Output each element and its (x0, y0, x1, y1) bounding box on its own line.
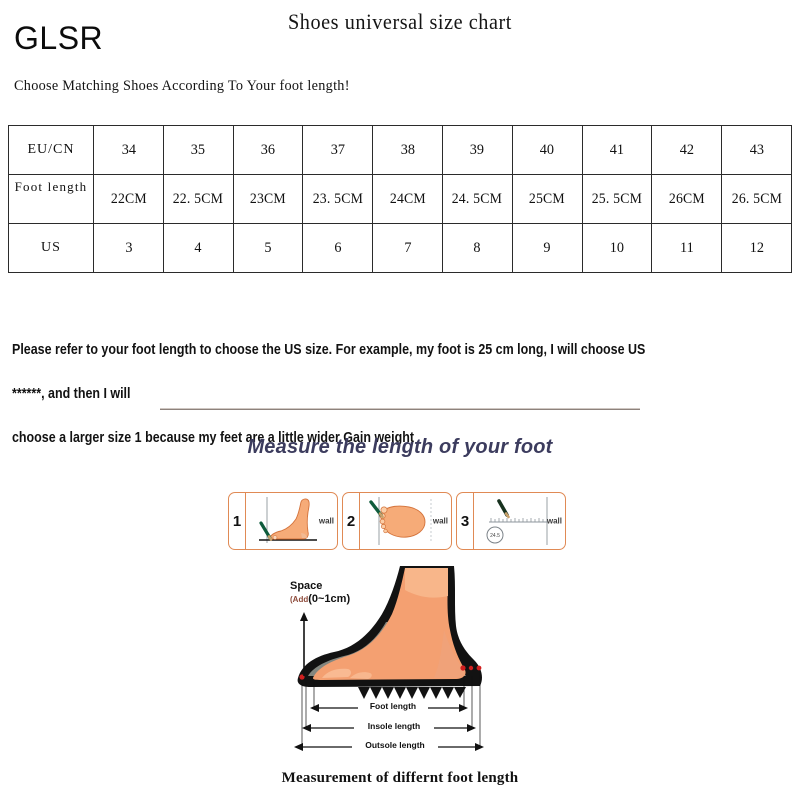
dimension-label-foot-length: Foot length (369, 701, 417, 711)
cell-eu-2: 36 (234, 125, 302, 175)
step-3-illustration: 24.5 (473, 493, 565, 549)
cell-eu-1: 35 (164, 125, 232, 175)
space-add-prefix: (Add (290, 594, 309, 604)
cell-us-3: 6 (304, 223, 372, 273)
section-divider (160, 408, 640, 410)
cell-us-5: 8 (443, 223, 512, 273)
step-number-3: 3 (457, 493, 474, 549)
cell-foot-9: 26. 5CM (722, 174, 791, 224)
step-number-1: 1 (229, 493, 246, 549)
cell-us-4: 7 (373, 223, 442, 273)
step-3-wall-label: wall (546, 516, 562, 526)
measure-steps: 1 wall (228, 492, 566, 550)
page-title: Shoes universal size chart (287, 9, 512, 34)
table-row-eu-cn: EU/CN 34 35 36 37 38 39 40 41 42 43 (8, 125, 792, 175)
step-number-2: 2 (343, 493, 360, 549)
space-annotation: Space (Add(0~1cm) (290, 580, 350, 605)
cell-us-6: 9 (513, 223, 581, 273)
step-2-illustration (359, 493, 451, 549)
cell-eu-7: 41 (583, 125, 651, 175)
cell-foot-0: 22CM (94, 174, 163, 224)
cell-eu-9: 43 (722, 125, 791, 175)
step-2-wall-label: wall (432, 516, 448, 526)
foot-measurement-diagram: Space (Add(0~1cm) Foot length Insole len… (258, 556, 558, 756)
cell-us-0: 3 (94, 223, 163, 273)
cell-foot-8: 26CM (653, 174, 721, 224)
brand-logo: GLSR (14, 20, 104, 56)
cell-foot-4: 24CM (373, 174, 442, 224)
space-add-value: (0~1cm) (308, 592, 351, 605)
cell-eu-3: 37 (304, 125, 372, 175)
dimension-label-insole-length: Insole length (367, 721, 421, 731)
space-label: Space (290, 580, 323, 592)
cell-foot-1: 22. 5CM (164, 174, 232, 224)
step-panel-3: 3 (456, 492, 566, 550)
sizing-note: Please refer to your foot length to choo… (12, 342, 646, 446)
row-label-us: US (8, 223, 94, 273)
step-1-wall-label: wall (318, 516, 334, 526)
step-panel-2: 2 (342, 492, 452, 550)
cell-foot-7: 25. 5CM (583, 174, 651, 224)
diagram-caption: Measurement of differnt foot length (281, 770, 519, 786)
cell-foot-2: 23CM (234, 174, 302, 224)
table-row-foot-length: Foot length 22CM 22. 5CM 23CM 23. 5CM 24… (8, 174, 792, 224)
cell-foot-6: 25CM (513, 174, 581, 224)
table-row-us: US 3 4 5 6 7 8 9 10 11 12 (8, 223, 792, 273)
cell-us-8: 11 (653, 223, 721, 273)
page-subtitle: Choose Matching Shoes According To Your … (14, 78, 350, 94)
row-label-foot-length: Foot length (8, 174, 94, 224)
cell-eu-0: 34 (94, 125, 163, 175)
cell-eu-5: 39 (443, 125, 512, 175)
step-panel-1: 1 wall (228, 492, 338, 550)
measure-heading: Measure the length of your foot (247, 436, 553, 458)
dimension-label-outsole-length: Outsole length (365, 740, 425, 750)
row-label-eu-cn: EU/CN (8, 125, 94, 175)
cell-us-1: 4 (164, 223, 232, 273)
size-chart-table: EU/CN 34 35 36 37 38 39 40 41 42 43 Foot… (8, 125, 792, 273)
cell-foot-5: 24. 5CM (443, 174, 512, 224)
cell-us-7: 10 (583, 223, 651, 273)
step-1-illustration (245, 493, 337, 549)
cell-us-2: 5 (234, 223, 302, 273)
cell-eu-6: 40 (513, 125, 581, 175)
svg-text:24.5: 24.5 (490, 533, 500, 539)
cell-foot-3: 23. 5CM (304, 174, 372, 224)
cell-us-9: 12 (722, 223, 791, 273)
cell-eu-8: 42 (653, 125, 721, 175)
cell-eu-4: 38 (373, 125, 442, 175)
